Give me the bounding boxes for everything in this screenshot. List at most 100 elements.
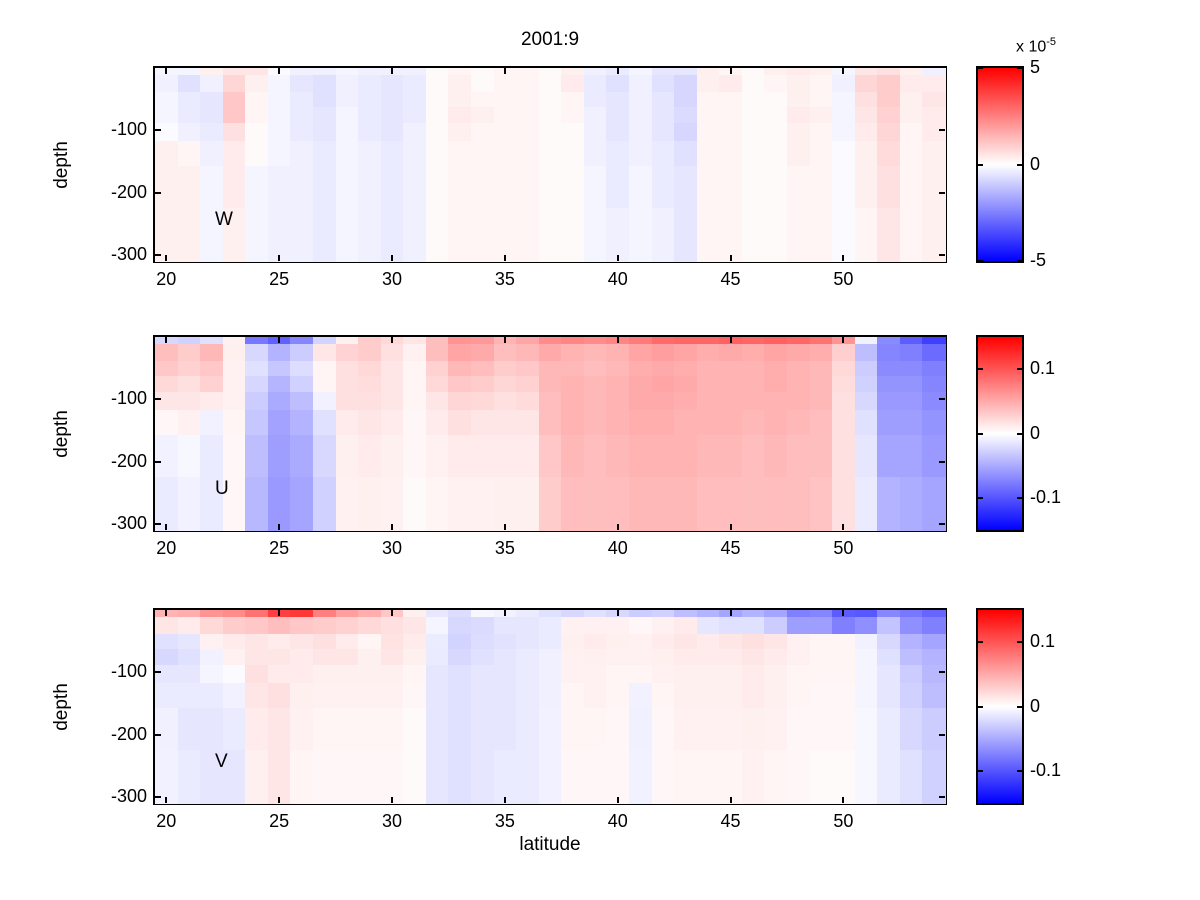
heatmap-cell (177, 617, 201, 635)
heatmap-cell (899, 75, 924, 93)
heatmap-cell (741, 122, 766, 143)
heatmap-cell (177, 410, 201, 437)
heatmap-cell (651, 610, 675, 619)
heatmap-cell (471, 166, 495, 209)
heatmap-cell (290, 410, 314, 437)
heatmap-cell (583, 360, 608, 377)
heatmap-cell (200, 75, 224, 93)
x-tick (391, 337, 393, 343)
y-tick-label: -200 (110, 723, 147, 744)
heatmap-cell (200, 166, 224, 209)
x-tick-label: 35 (494, 538, 515, 558)
heatmap-cell (741, 344, 766, 362)
colorbar-tick (1017, 641, 1022, 644)
heatmap-cell (764, 477, 788, 531)
colorbar-tick-label: -5 (1030, 250, 1047, 270)
heatmap-cell (809, 610, 833, 619)
heatmap-cell (471, 106, 495, 124)
heatmap-cell (561, 617, 585, 635)
x-tick (842, 524, 845, 530)
heatmap-cell (155, 141, 179, 168)
heatmap-cell (471, 648, 495, 666)
heatmap-cell (651, 435, 675, 478)
heatmap-cell (425, 750, 450, 804)
heatmap-cell (358, 648, 382, 666)
heatmap-cell (177, 337, 201, 346)
heatmap-cell (200, 477, 224, 531)
x-tick (391, 797, 393, 803)
heatmap-cell (922, 91, 946, 108)
heatmap-cell (877, 410, 901, 437)
heatmap-cell (674, 106, 698, 124)
heatmap-cell (538, 477, 562, 531)
colorbar-tick (1017, 705, 1022, 708)
heatmap-cell (674, 750, 698, 804)
heatmap-cell (222, 391, 246, 412)
heatmap-cell (787, 648, 811, 666)
heatmap-cell (538, 633, 562, 650)
heatmap-cell (358, 633, 382, 650)
heatmap-cell (899, 91, 924, 108)
heatmap-cell (832, 477, 856, 531)
heatmap-cell (764, 375, 788, 393)
heatmap-cell (403, 106, 427, 124)
heatmap-cell (696, 166, 720, 209)
heatmap-cell (809, 166, 833, 209)
heatmap-cell (583, 337, 608, 346)
y-tick (155, 398, 161, 401)
heatmap-cell (764, 208, 788, 262)
heatmap-cell (764, 750, 788, 804)
x-tick (842, 255, 845, 261)
heatmap-cell (335, 617, 359, 635)
heatmap-cell (606, 410, 630, 437)
heatmap-cell (358, 664, 382, 685)
heatmap-cell (380, 360, 404, 377)
colorbar-tick (1017, 163, 1022, 166)
heatmap-cell (606, 477, 630, 531)
heatmap-cell (538, 106, 562, 124)
heatmap-cell (899, 122, 924, 143)
heatmap-cell (313, 410, 337, 437)
heatmap-cell (832, 122, 856, 143)
heatmap-cell (335, 410, 359, 437)
x-tick-label: 20 (156, 538, 177, 558)
heatmap-cell (335, 337, 359, 346)
x-tick (503, 524, 506, 530)
heatmap-cell (516, 410, 540, 437)
heatmap-cell (290, 68, 314, 77)
heatmap-cell (561, 477, 585, 531)
heatmap-cell (425, 91, 450, 108)
y-tick-label: -300 (110, 512, 147, 533)
heatmap-cell (222, 477, 246, 531)
heatmap-cell (471, 410, 495, 437)
heatmap-cell (200, 617, 224, 635)
heatmap-cell (380, 410, 404, 437)
heatmap-cell (854, 664, 878, 685)
heatmap-cell (471, 708, 495, 751)
heatmap-cell (877, 75, 901, 93)
heatmap-cell (155, 91, 179, 108)
heatmap-cell (922, 477, 946, 531)
heatmap-cell (313, 477, 337, 531)
heatmap-cell (267, 208, 292, 262)
heatmap-cell (313, 750, 337, 804)
x-tick-label: 35 (494, 269, 515, 289)
x-tick (729, 68, 732, 74)
heatmap-cell (403, 208, 427, 262)
heatmap-cell (787, 91, 811, 108)
heatmap-cell (313, 166, 337, 209)
heatmap-cell (719, 617, 743, 635)
heatmap-cell (629, 337, 653, 346)
heatmap-cell (764, 683, 788, 710)
heatmap-cell (674, 166, 698, 209)
heatmap-cell (561, 375, 585, 393)
heatmap-cell (200, 337, 224, 346)
heatmap-cell (222, 617, 246, 635)
heatmap-cell (719, 375, 743, 393)
heatmap-cell (380, 166, 404, 209)
heatmap-cell (629, 664, 653, 685)
heatmap-cell (741, 141, 766, 168)
heatmap-cell (155, 648, 179, 666)
heatmap-cell (854, 633, 878, 650)
heatmap-cell (267, 75, 292, 93)
